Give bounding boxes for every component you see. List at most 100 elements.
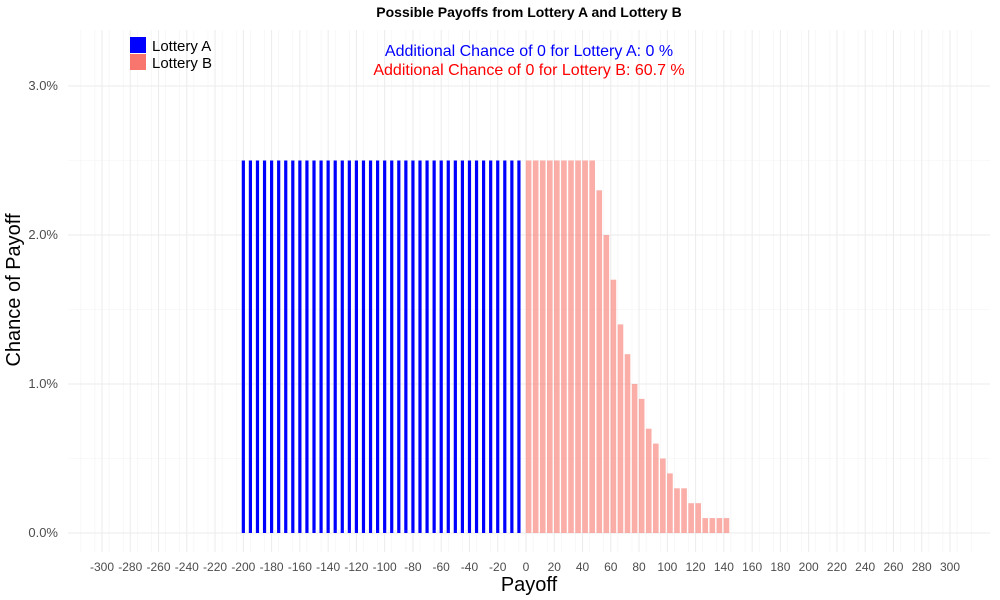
bar-lottery-a (397, 160, 401, 533)
x-tick-label: -220 (203, 560, 227, 574)
bar-lottery-b (723, 518, 730, 533)
legend-swatch-lottery-b (130, 54, 146, 70)
bars-lottery-b (525, 160, 730, 534)
bar-lottery-b (645, 428, 652, 533)
x-tick-label: 200 (799, 560, 819, 574)
bar-lottery-b (617, 324, 624, 533)
bar-lottery-a (517, 160, 521, 533)
y-tick-label: 1.0% (28, 376, 58, 391)
legend-swatch-lottery-a (130, 37, 146, 53)
x-tick-label: -200 (231, 560, 255, 574)
x-tick-label: -240 (175, 560, 199, 574)
bar-lottery-a (298, 160, 302, 533)
bar-lottery-a (510, 160, 514, 533)
bar-lottery-a (326, 160, 330, 533)
x-tick-label: 0 (523, 560, 530, 574)
bar-lottery-a (418, 160, 422, 533)
bar-lottery-a (361, 160, 366, 533)
x-tick-label: -180 (260, 560, 284, 574)
x-tick-label: 40 (576, 560, 590, 574)
chart-title: Possible Payoffs from Lottery A and Lott… (376, 4, 681, 20)
bar-lottery-a (439, 160, 443, 533)
bar-lottery-a (291, 160, 295, 533)
bar-lottery-a (262, 160, 267, 533)
x-tick-label: 260 (883, 560, 903, 574)
x-tick-label: 120 (686, 560, 706, 574)
x-tick-label: -300 (90, 560, 114, 574)
bar-lottery-b (539, 160, 546, 533)
x-tick-label: 240 (855, 560, 875, 574)
y-axis-title: Chance of Payoff (3, 213, 25, 367)
bar-lottery-a (319, 160, 323, 533)
legend-label-lottery-a: Lottery A (152, 38, 211, 55)
bar-lottery-a (432, 160, 436, 533)
annotation-lottery-a: Additional Chance of 0 for Lottery A: 0 … (385, 43, 673, 60)
x-tick-label: -140 (316, 560, 340, 574)
bar-lottery-a (376, 160, 380, 533)
x-tick-label: 20 (548, 560, 562, 574)
bar-lottery-a (496, 160, 500, 533)
x-tick-label: 180 (770, 560, 790, 574)
x-tick-label: 80 (632, 560, 646, 574)
bar-lottery-a (284, 160, 288, 533)
annotation-lottery-b: Additional Chance of 0 for Lottery B: 60… (373, 62, 684, 79)
bar-lottery-a (248, 160, 253, 533)
x-tick-label: -160 (288, 560, 312, 574)
x-tick-label: 160 (742, 560, 762, 574)
bar-lottery-b (716, 518, 723, 533)
bar-lottery-b (709, 518, 716, 533)
bars-lottery-a (241, 160, 521, 533)
bar-lottery-b (582, 160, 588, 533)
x-axis-title: Payoff (501, 574, 558, 596)
bar-lottery-a (340, 160, 344, 533)
bar-lottery-b (596, 190, 603, 534)
bar-lottery-b (638, 398, 645, 533)
y-tick-label: 2.0% (28, 227, 58, 242)
bar-lottery-b (603, 235, 610, 533)
bar-lottery-b (624, 354, 631, 533)
x-tick-label: 140 (714, 560, 734, 574)
bar-lottery-b (610, 279, 617, 533)
bar-lottery-b (652, 443, 659, 533)
x-tick-label: 100 (657, 560, 677, 574)
bar-lottery-a (255, 160, 260, 533)
bar-lottery-a (277, 160, 281, 533)
bar-lottery-b (554, 160, 560, 533)
bar-lottery-b (702, 518, 709, 533)
bar-lottery-a (347, 160, 351, 533)
bar-lottery-a (390, 160, 394, 533)
bar-lottery-b (631, 384, 638, 533)
bar-lottery-b (688, 503, 694, 533)
bar-lottery-a (354, 160, 359, 533)
bar-lottery-b (681, 488, 687, 533)
bar-lottery-a (383, 160, 387, 533)
x-tick-labels: -300 -280 -260 -240 -220 -200 -180 -160 -140 -120… (90, 560, 960, 574)
bar-lottery-b (525, 160, 532, 533)
x-tick-label: -60 (433, 560, 451, 574)
bar-lottery-a (474, 160, 479, 533)
y-tick-labels: 0.0% 1.0% 2.0% 3.0% (28, 78, 58, 540)
bar-lottery-b (546, 160, 553, 533)
x-tick-label: -120 (344, 560, 368, 574)
bar-lottery-a (368, 160, 373, 533)
bar-lottery-a (482, 160, 486, 533)
x-tick-label: 280 (912, 560, 932, 574)
x-tick-label: -100 (373, 560, 397, 574)
bar-lottery-a (305, 160, 309, 533)
x-tick-label: 300 (940, 560, 960, 574)
y-tick-label: 3.0% (28, 78, 58, 93)
x-tick-label: 60 (604, 560, 618, 574)
bar-lottery-b (695, 503, 701, 533)
bar-lottery-b (660, 458, 666, 533)
bar-lottery-b (561, 160, 567, 533)
bar-lottery-a (467, 160, 472, 533)
x-tick-label: -260 (147, 560, 171, 574)
bar-lottery-a (453, 160, 457, 533)
bar-lottery-a (489, 160, 493, 533)
bar-lottery-a (503, 160, 507, 533)
bar-lottery-a (270, 160, 274, 533)
bar-lottery-b (667, 473, 673, 533)
bar-lottery-a (404, 160, 408, 533)
y-tick-label: 0.0% (28, 525, 58, 540)
bar-lottery-b (575, 160, 581, 533)
